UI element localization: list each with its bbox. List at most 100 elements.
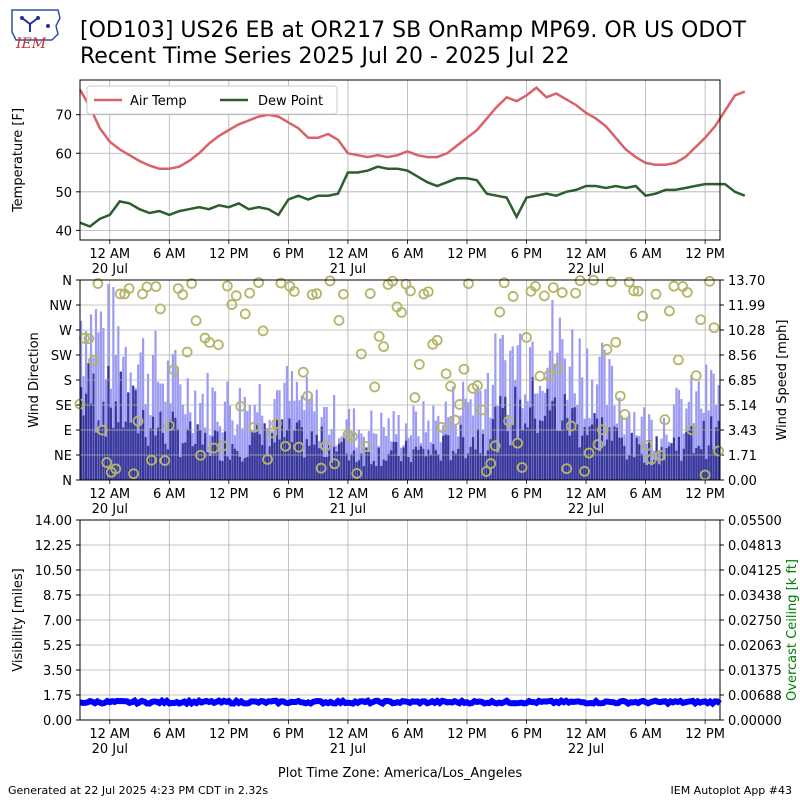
wind-speed-bar [206,452,209,480]
wind-gust-bar [645,443,648,480]
wind-direction-point [690,370,702,382]
x-tick-label: 6 PM [511,487,542,502]
wind-direction-point [610,336,622,348]
wind-direction-point [614,390,626,402]
wind-speed-bar [466,453,470,480]
wind-direction-point [489,440,501,452]
wind-speed-bar [159,411,162,480]
speed-tick-label: 6.85 [728,374,757,389]
wind-gust-bar [97,332,100,480]
wind-gust-bar [608,359,611,480]
wind-speed-bar [273,442,276,480]
wind-speed-bar [648,440,651,480]
wind-speed-bar [97,420,100,480]
wind-direction-point [445,380,457,392]
wind-gust-bar [633,412,636,480]
wind-direction-point [552,362,564,374]
wind-gust-bar [221,432,224,480]
wind-gust-bar [124,346,127,480]
wind-direction-point [405,285,416,297]
x-tick-label: 12 AM [328,487,369,502]
wind-speed-bar [588,426,591,480]
visibility-tick-label: 0.00 [43,714,72,729]
wind-gust-bar [142,338,145,480]
wind-speed-bar [603,445,606,480]
wind-gust-bar [285,365,289,480]
speed-tick-label: 11.99 [728,299,765,314]
wind-direction-point [320,440,331,452]
wind-speed-bar [598,450,601,480]
wind-gust-bar [486,372,490,480]
wind-speed-bar [308,445,311,480]
wind-speed-bar [367,452,370,480]
wind-speed-bar [496,452,499,480]
wind-gust-bar [333,394,336,480]
wind-direction-point [351,467,363,479]
wind-gust-bar [409,435,413,480]
wind-direction-point [346,431,358,443]
wind-direction-point [226,299,238,310]
wind-gust-bar [290,371,294,480]
wind-speed-bar [501,408,504,480]
wind-speed-bar [112,427,115,480]
wind-speed-bar [566,418,569,480]
wind-speed-bar [700,449,703,480]
wind-speed-bar [454,453,457,480]
wind-direction-point [704,275,715,287]
wind-direction-point [641,440,653,451]
wind-speed-bar [464,458,467,480]
wind-direction-point [463,278,474,290]
wind-direction-point [543,370,555,381]
wind-direction-point [253,277,265,288]
wind-gust-bar [238,387,241,480]
wind-speed-bar [303,457,306,480]
wind-speed-bar [392,441,395,480]
x-tick-date-label: 20 Jul [92,262,128,277]
y-tick-label: 40 [55,224,72,239]
wind-direction-point [592,439,604,450]
wind-speed-bar [471,437,475,480]
wind-direction-point [521,332,532,343]
legend-label-dew-point: Dew Point [258,94,323,109]
footer-app: IEM Autoplot App #43 [670,784,793,797]
x-tick-label: 6 AM [153,247,186,262]
wind-speed-bar [342,437,346,480]
wind-speed-bar [261,445,264,480]
wind-speed-bar [437,454,440,480]
x-tick-label: 12 AM [89,487,130,502]
wind-speed-bar [92,373,95,480]
wind-speed-bar [208,456,212,480]
wind-speed-bar [201,444,204,480]
temperature-axis-label: Temperature [F] [11,108,26,213]
speed-tick-label: 10.28 [728,324,765,339]
footer-generated: Generated at 22 Jul 2025 4:23 PM CDT in … [8,784,269,797]
x-tick-label: 12 PM [685,727,725,742]
wind-speed-bar [194,443,197,480]
wind-speed-bar [645,465,648,480]
wind-direction-point [302,390,314,402]
wind-gust-bar [511,346,514,480]
wind-speed-bar [640,453,643,480]
wind-speed-bar [695,448,698,480]
visibility-tick-label: 1.75 [43,689,72,704]
wind-direction-point [422,286,434,298]
wind-direction-point [436,421,448,433]
wind-speed-bar [608,427,611,480]
wind-gust-bar [194,390,197,480]
wind-speed-bar [253,431,256,480]
wind-speed-bar [238,456,241,480]
wind-speed-bar [211,436,214,480]
wind-speed-bar [360,453,363,480]
wind-speed-bar [524,423,527,480]
visibility-tick-label: 5.25 [43,639,72,654]
wind-direction-point [440,368,452,380]
wind-gust-bar [139,352,142,480]
legend [86,85,338,115]
wind-speed-bar [551,400,554,480]
wind-speed-bar [221,460,224,480]
wind-speed-bar [164,443,167,480]
wind-gust-bar [680,398,683,480]
wind-direction-point [110,463,122,475]
wind-direction-point [235,400,247,412]
wind-speed-bar [298,420,301,480]
